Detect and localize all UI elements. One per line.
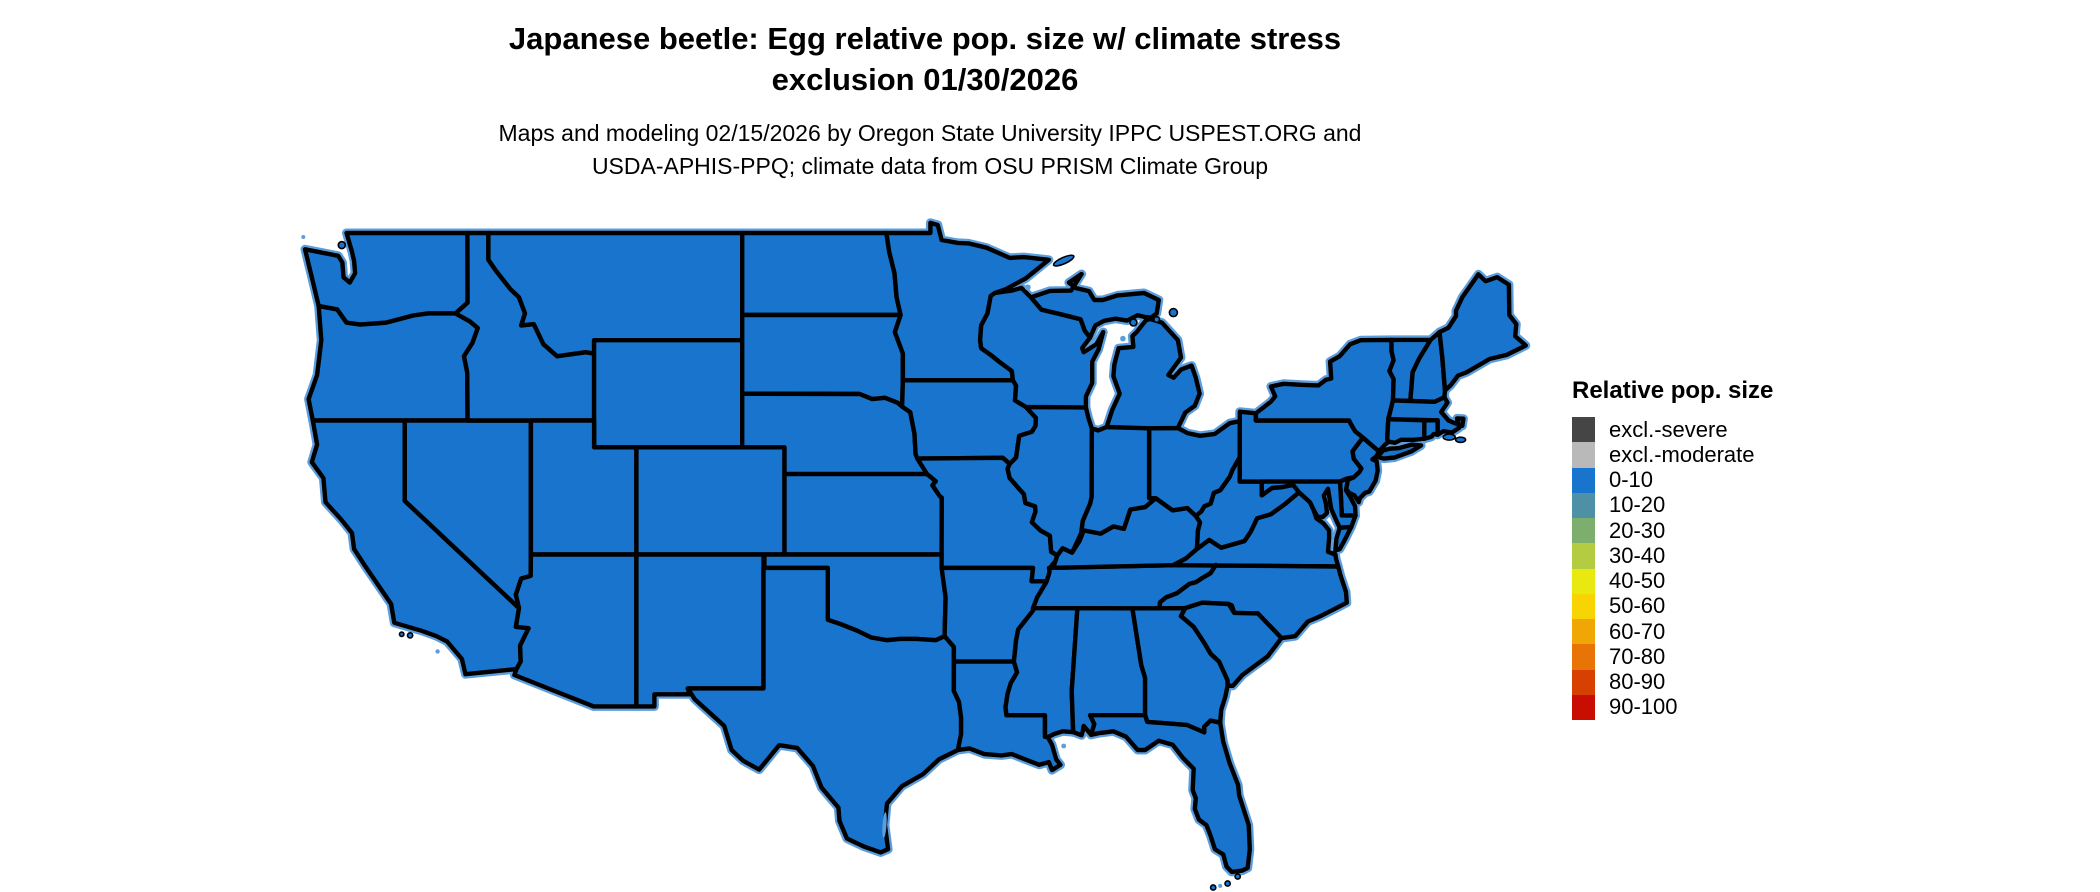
legend-items: excl.-severe excl.-moderate 0-10 10-20 20-30… xyxy=(1572,417,1773,720)
coastal-speck xyxy=(1218,883,1223,888)
state-north-dakota xyxy=(740,230,903,318)
legend-label: excl.-moderate xyxy=(1609,441,1755,467)
coastal-speck xyxy=(1120,335,1126,342)
state-illinois xyxy=(1005,404,1094,558)
state-oregon xyxy=(306,303,480,423)
legend-item: 60-70 xyxy=(1572,618,1773,645)
coastal-speck xyxy=(301,235,306,239)
island xyxy=(398,631,405,638)
legend-swatch xyxy=(1572,619,1595,645)
island xyxy=(1234,873,1242,880)
title-line-2: exclusion 01/30/2026 xyxy=(771,62,1079,97)
legend-label: 0-10 xyxy=(1609,467,1654,493)
legend-label: 60-70 xyxy=(1609,618,1666,644)
state-connecticut xyxy=(1385,417,1427,445)
coastal-speck xyxy=(882,812,887,839)
legend-label: 90-100 xyxy=(1609,694,1678,720)
legend-item: 80-90 xyxy=(1572,669,1773,695)
legend-label: 80-90 xyxy=(1609,669,1666,695)
page-title: Japanese beetle: Egg relative pop. size … xyxy=(350,18,1500,100)
legend-label: 30-40 xyxy=(1609,542,1666,568)
state-wyoming xyxy=(591,338,745,450)
legend-item: 30-40 xyxy=(1572,542,1773,569)
state-kansas xyxy=(782,471,944,557)
state-massachusetts xyxy=(1386,395,1466,437)
island xyxy=(1209,884,1217,891)
legend-label: 40-50 xyxy=(1609,568,1666,594)
legend-item: 70-80 xyxy=(1572,643,1773,670)
island xyxy=(1153,315,1161,324)
coastal-speck xyxy=(435,649,440,654)
island xyxy=(406,631,414,639)
island xyxy=(1224,880,1231,887)
legend-item: excl.-moderate xyxy=(1572,441,1773,468)
state-colorado xyxy=(634,445,787,557)
subtitle: Maps and modeling 02/15/2026 by Oregon S… xyxy=(350,117,1510,183)
state-arizona xyxy=(512,552,639,709)
states-layer xyxy=(302,220,1528,875)
legend-label: excl.-severe xyxy=(1609,416,1728,442)
legend-item: 0-10 xyxy=(1572,467,1773,493)
coastal-speck xyxy=(1061,743,1067,749)
subtitle-line-1: Maps and modeling 02/15/2026 by Oregon S… xyxy=(498,120,1362,146)
coastal-speck xyxy=(1024,284,1031,291)
legend-swatch xyxy=(1572,644,1595,670)
us-choropleth-map xyxy=(300,218,1531,891)
legend-item: excl.-severe xyxy=(1572,416,1773,443)
state-michigan xyxy=(1028,271,1161,340)
state-new-jersey xyxy=(1343,435,1381,505)
legend-label: 50-60 xyxy=(1609,593,1666,619)
state-new-mexico xyxy=(634,552,766,709)
island xyxy=(1454,436,1467,444)
legend-item: 50-60 xyxy=(1572,593,1773,619)
legend-swatch xyxy=(1572,467,1595,493)
legend-swatch xyxy=(1572,669,1595,695)
legend-swatch xyxy=(1572,492,1595,518)
state-michigan xyxy=(1104,316,1202,431)
legend-swatch xyxy=(1572,568,1595,594)
title-line-1: Japanese beetle: Egg relative pop. size … xyxy=(508,21,1342,56)
legend-title: Relative pop. size xyxy=(1572,377,1774,404)
legend-swatch xyxy=(1572,417,1595,443)
island xyxy=(1168,307,1179,318)
legend-swatch xyxy=(1572,442,1595,468)
subtitle-line-2: USDA-APHIS-PPQ; climate data from OSU PR… xyxy=(591,153,1269,179)
legend-swatch xyxy=(1572,593,1595,619)
state-maine xyxy=(1437,272,1528,393)
island xyxy=(1129,318,1138,327)
legend-label: 10-20 xyxy=(1609,492,1666,518)
legend-swatch xyxy=(1572,543,1595,569)
legend-item: 90-100 xyxy=(1572,694,1773,720)
state-florida xyxy=(1087,713,1252,875)
legend-item: 40-50 xyxy=(1572,568,1773,594)
island xyxy=(1052,254,1075,267)
legend: Relative pop. size excl.-severe excl.-mod… xyxy=(1572,379,1773,720)
state-ohio xyxy=(1146,418,1242,519)
state-new-york xyxy=(1375,442,1424,461)
island xyxy=(1442,433,1456,441)
legend-swatch xyxy=(1572,518,1595,544)
state-maryland xyxy=(1259,479,1358,530)
legend-item: 20-30 xyxy=(1572,517,1773,544)
islands-layer xyxy=(301,235,1467,891)
state-south-carolina xyxy=(1178,600,1284,688)
legend-item: 10-20 xyxy=(1572,492,1773,518)
legend-swatch xyxy=(1572,694,1595,720)
legend-label: 70-80 xyxy=(1609,643,1666,669)
island xyxy=(337,240,347,250)
legend-label: 20-30 xyxy=(1609,517,1666,543)
